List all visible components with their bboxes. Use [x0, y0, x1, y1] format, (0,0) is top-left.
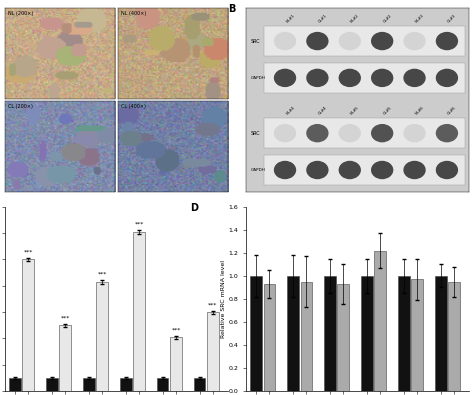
- Text: SRC: SRC: [250, 39, 260, 43]
- Ellipse shape: [371, 69, 393, 87]
- Bar: [22, 260, 34, 391]
- Text: D: D: [190, 203, 198, 213]
- Text: CL#3: CL#3: [447, 13, 457, 24]
- Ellipse shape: [338, 161, 361, 179]
- Text: CL#5: CL#5: [382, 105, 392, 116]
- Text: NL#2: NL#2: [350, 13, 360, 24]
- Ellipse shape: [274, 124, 296, 142]
- Ellipse shape: [306, 32, 328, 50]
- Text: CL#1: CL#1: [318, 13, 328, 24]
- Text: NL#6: NL#6: [415, 105, 425, 116]
- Text: ***: ***: [135, 222, 144, 227]
- Bar: [337, 284, 349, 391]
- Text: ***: ***: [171, 327, 181, 332]
- Bar: [361, 276, 373, 391]
- Y-axis label: Relative SRC mRNA level: Relative SRC mRNA level: [220, 260, 226, 338]
- Text: SRC: SRC: [250, 131, 260, 135]
- Bar: [9, 378, 21, 391]
- Text: NL#1: NL#1: [285, 13, 295, 24]
- Text: GAPDH: GAPDH: [250, 168, 265, 172]
- Text: ***: ***: [208, 302, 218, 307]
- FancyBboxPatch shape: [264, 155, 465, 185]
- Text: CL (400×): CL (400×): [121, 103, 146, 109]
- Bar: [324, 276, 336, 391]
- Text: NL (400×): NL (400×): [121, 11, 146, 16]
- Ellipse shape: [436, 161, 458, 179]
- Ellipse shape: [371, 161, 393, 179]
- Text: NL#5: NL#5: [350, 105, 360, 116]
- Ellipse shape: [306, 69, 328, 87]
- Bar: [250, 276, 262, 391]
- Bar: [398, 276, 410, 391]
- Text: GAPDH: GAPDH: [250, 76, 265, 80]
- Ellipse shape: [403, 32, 426, 50]
- Text: NL (200×): NL (200×): [8, 11, 33, 16]
- Bar: [207, 312, 219, 391]
- Bar: [59, 325, 71, 391]
- Ellipse shape: [338, 32, 361, 50]
- Bar: [157, 378, 168, 391]
- FancyBboxPatch shape: [264, 26, 465, 56]
- Text: B: B: [228, 4, 236, 14]
- Bar: [301, 282, 312, 391]
- Ellipse shape: [274, 32, 296, 50]
- Bar: [46, 378, 58, 391]
- Ellipse shape: [436, 124, 458, 142]
- Bar: [448, 282, 460, 391]
- Text: CL#4: CL#4: [318, 105, 328, 116]
- Bar: [133, 232, 145, 391]
- Ellipse shape: [403, 69, 426, 87]
- Bar: [83, 378, 95, 391]
- Bar: [287, 276, 299, 391]
- Bar: [194, 378, 205, 391]
- Text: CL#2: CL#2: [382, 13, 392, 24]
- Text: CL (200×): CL (200×): [8, 103, 33, 109]
- Ellipse shape: [306, 124, 328, 142]
- Text: CL#6: CL#6: [447, 105, 457, 116]
- Bar: [264, 284, 275, 391]
- Bar: [96, 282, 108, 391]
- Ellipse shape: [338, 69, 361, 87]
- Ellipse shape: [403, 124, 426, 142]
- Ellipse shape: [436, 69, 458, 87]
- Ellipse shape: [371, 124, 393, 142]
- Ellipse shape: [338, 124, 361, 142]
- FancyBboxPatch shape: [264, 63, 465, 93]
- Bar: [374, 250, 386, 391]
- Ellipse shape: [403, 161, 426, 179]
- Text: NL#4: NL#4: [285, 105, 295, 116]
- Ellipse shape: [274, 69, 296, 87]
- Ellipse shape: [306, 161, 328, 179]
- Bar: [435, 276, 447, 391]
- FancyBboxPatch shape: [264, 118, 465, 148]
- Bar: [411, 279, 423, 391]
- Bar: [120, 378, 131, 391]
- Ellipse shape: [436, 32, 458, 50]
- Ellipse shape: [274, 161, 296, 179]
- Text: ***: ***: [61, 315, 70, 320]
- Text: ***: ***: [24, 249, 33, 254]
- Ellipse shape: [371, 32, 393, 50]
- Text: ***: ***: [98, 272, 107, 276]
- Bar: [170, 337, 182, 391]
- Text: NL#3: NL#3: [415, 13, 425, 24]
